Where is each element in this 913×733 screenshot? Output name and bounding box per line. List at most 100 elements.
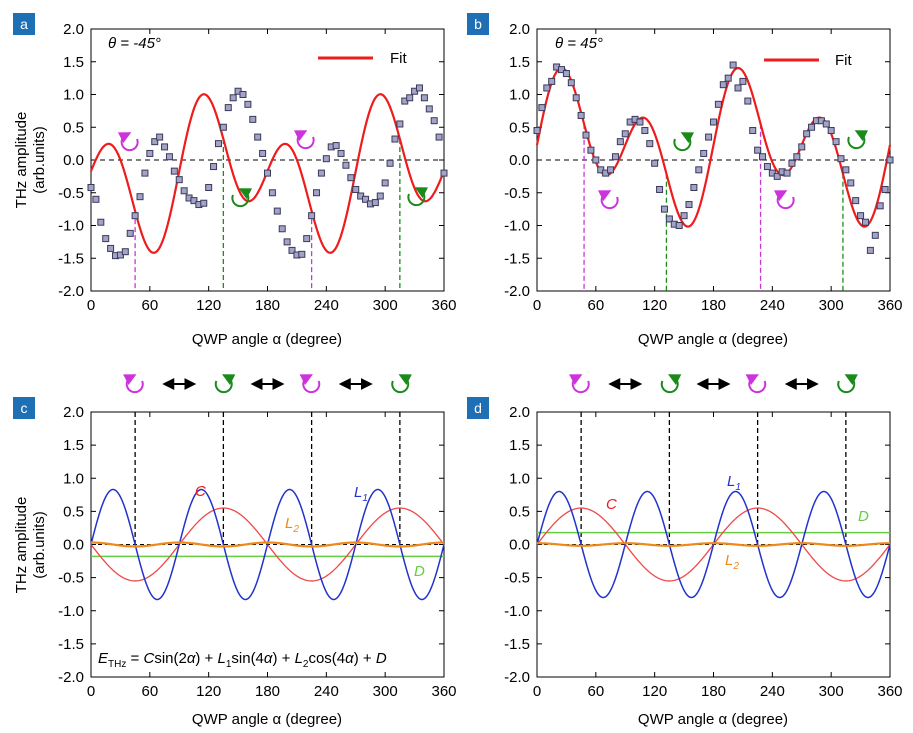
left-handed-icon (293, 130, 315, 150)
y-axis-label-line1: THz amplitude (13, 497, 30, 594)
data-point (759, 153, 767, 161)
x-tick-label: 180 (255, 297, 280, 314)
data-point (871, 231, 879, 239)
x-tick-label: 240 (760, 297, 785, 314)
y-tick-label: 1.0 (509, 87, 530, 104)
y-tick-label: -0.5 (504, 570, 530, 587)
y-tick-label: -0.5 (504, 185, 530, 202)
data-point (656, 185, 664, 193)
y-tick-label: 1.0 (509, 470, 530, 487)
y-tick-label: -1.0 (504, 218, 530, 235)
x-tick-label: 120 (196, 297, 221, 314)
component-curves (90, 488, 445, 601)
left-handed-icon (597, 190, 619, 210)
x-tick-label: 60 (141, 297, 158, 314)
data-point (151, 138, 159, 146)
x-tick-label: 360 (431, 297, 456, 314)
panel-letter-badge (467, 13, 489, 35)
data-point (420, 94, 428, 102)
data-point (440, 169, 448, 177)
label-L2: L2 (725, 552, 739, 572)
data-point (161, 143, 169, 151)
label-L2: L2 (285, 515, 299, 535)
handedness-markers (134, 139, 401, 291)
y-tick-label: -0.5 (58, 570, 84, 587)
data-point (298, 250, 306, 258)
data-point (224, 104, 232, 112)
x-axis-label: QWP angle α (degree) (638, 331, 788, 348)
data-point (342, 161, 350, 169)
y-axis-label-line1: THz amplitude (13, 112, 30, 209)
y-tick-label: -1.5 (504, 250, 530, 267)
data-point (87, 184, 95, 192)
handedness-markers (580, 412, 847, 545)
right-handed-icon (660, 374, 682, 394)
panel-letter-badge (13, 397, 35, 419)
y-tick-label: -1.5 (504, 636, 530, 653)
data-point (857, 212, 865, 220)
data-point (219, 123, 227, 131)
panel-b: b -2.0 -1.5 -1.0 -0.5 0.0 0.5 1.0 1.5 2.0 0 60 120… (467, 13, 903, 314)
x-tick-label: 60 (587, 297, 604, 314)
y-tick-label: 1.5 (63, 54, 84, 71)
data-point (592, 156, 600, 164)
data-point (763, 163, 771, 171)
x-tick-label: 0 (533, 683, 541, 700)
data-point (685, 201, 693, 209)
data-point (793, 153, 801, 161)
handedness-sequence (569, 374, 858, 394)
data-point (744, 97, 752, 105)
panel-letter: d (474, 400, 482, 416)
data-point (680, 212, 688, 220)
right-handed-icon (673, 132, 695, 152)
x-tick-label: 180 (701, 683, 726, 700)
x-tick-label: 300 (373, 297, 398, 314)
data-point (567, 79, 575, 87)
data-point (832, 138, 840, 146)
panel-letter-badge (13, 13, 35, 35)
right-handed-icon (214, 374, 236, 394)
x-tick-label: 240 (314, 297, 339, 314)
data-point (641, 127, 649, 135)
data-point (141, 169, 149, 177)
data-point (156, 133, 164, 141)
data-point (107, 244, 115, 252)
y-ticks: -2.0 -1.5 -1.0 -0.5 0.0 0.5 1.0 1.5 2.0 (58, 21, 444, 300)
x-ticks: 0 60 120 180 240 300 360 (533, 29, 903, 314)
legend-label: Fit (835, 52, 852, 69)
y-tick-label: 1.5 (509, 54, 530, 71)
y-axis-label-top: THz amplitude (arb.units) (13, 112, 48, 209)
data-point (651, 159, 659, 167)
x-ticks: 0 60 120 180 240 300 360 (87, 29, 457, 314)
data-points (533, 61, 894, 254)
data-point (734, 84, 742, 92)
label-L1: L1 (727, 473, 741, 493)
data-point (92, 195, 100, 203)
y-tick-label: 1.0 (63, 470, 84, 487)
y-tick-label: -2.0 (58, 669, 84, 686)
theta-label: θ = 45° (555, 35, 603, 52)
panel-letter: b (474, 16, 482, 32)
x-ticks: 0 60 120 180 240 300 360 (533, 412, 903, 700)
data-point (264, 169, 271, 177)
data-point (391, 135, 399, 143)
equation: ETHz = Csin(2α) + L1sin(4α) + L2cos(4α) … (98, 650, 387, 670)
legend-label: Fit (390, 50, 407, 67)
data-point (803, 130, 811, 138)
data-point (322, 155, 330, 163)
y-tick-label: 1.0 (63, 87, 84, 104)
data-point (876, 202, 884, 210)
right-handed-icon (847, 130, 869, 150)
y-tick-label: 1.5 (509, 437, 530, 454)
data-point (837, 155, 845, 163)
x-axis-label: QWP angle α (degree) (192, 711, 342, 728)
y-ticks: -2.0 -1.5 -1.0 -0.5 0.0 0.5 1.0 1.5 2.0 (504, 404, 890, 686)
data-point (126, 229, 134, 237)
y-tick-label: -2.0 (504, 669, 530, 686)
y-tick-label: 0.5 (509, 119, 530, 136)
data-point (131, 212, 139, 220)
y-tick-label: 0.0 (509, 537, 530, 554)
x-ticks: 0 60 120 180 240 300 360 (87, 412, 457, 700)
x-tick-label: 300 (819, 297, 844, 314)
